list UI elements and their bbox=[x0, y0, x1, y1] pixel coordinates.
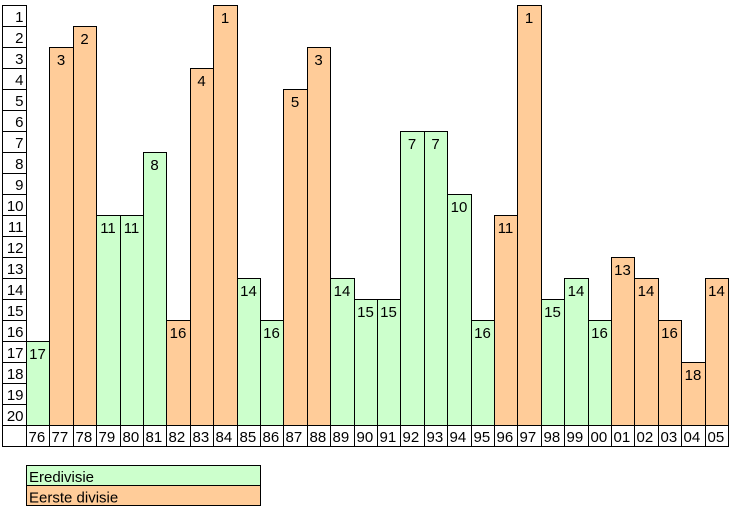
svg-text:Eredivisie: Eredivisie bbox=[29, 469, 94, 486]
svg-text:11: 11 bbox=[124, 220, 140, 237]
svg-text:01: 01 bbox=[614, 429, 631, 446]
svg-text:1: 1 bbox=[525, 10, 533, 27]
svg-text:5: 5 bbox=[291, 94, 299, 111]
svg-text:4: 4 bbox=[15, 72, 23, 89]
svg-text:94: 94 bbox=[450, 429, 467, 446]
svg-text:14: 14 bbox=[568, 283, 585, 300]
svg-text:11: 11 bbox=[498, 220, 514, 237]
svg-text:4: 4 bbox=[197, 73, 205, 90]
svg-text:14: 14 bbox=[638, 283, 655, 300]
svg-text:20: 20 bbox=[7, 408, 24, 425]
svg-text:7: 7 bbox=[431, 136, 439, 153]
svg-text:17: 17 bbox=[29, 346, 46, 363]
svg-text:14: 14 bbox=[7, 282, 24, 299]
svg-text:04: 04 bbox=[684, 429, 701, 446]
svg-text:15: 15 bbox=[380, 304, 397, 321]
svg-text:2: 2 bbox=[80, 31, 88, 48]
svg-text:9: 9 bbox=[15, 177, 23, 194]
svg-text:16: 16 bbox=[591, 325, 608, 342]
svg-text:77: 77 bbox=[52, 429, 69, 446]
svg-text:6: 6 bbox=[15, 114, 23, 131]
svg-text:90: 90 bbox=[357, 429, 374, 446]
svg-text:15: 15 bbox=[357, 304, 374, 321]
svg-text:16: 16 bbox=[263, 325, 280, 342]
svg-text:95: 95 bbox=[474, 429, 491, 446]
svg-text:11: 11 bbox=[8, 219, 24, 236]
svg-text:87: 87 bbox=[286, 429, 303, 446]
svg-text:93: 93 bbox=[427, 429, 444, 446]
svg-text:76: 76 bbox=[29, 429, 46, 446]
svg-text:12: 12 bbox=[7, 240, 24, 257]
svg-text:82: 82 bbox=[169, 429, 186, 446]
svg-text:2: 2 bbox=[15, 30, 23, 47]
svg-text:7: 7 bbox=[408, 136, 416, 153]
svg-text:00: 00 bbox=[591, 429, 608, 446]
svg-text:83: 83 bbox=[193, 429, 210, 446]
svg-text:10: 10 bbox=[451, 199, 468, 216]
svg-text:05: 05 bbox=[708, 429, 725, 446]
svg-text:85: 85 bbox=[240, 429, 257, 446]
svg-text:14: 14 bbox=[708, 283, 725, 300]
svg-text:14: 14 bbox=[334, 283, 351, 300]
svg-text:92: 92 bbox=[403, 429, 420, 446]
svg-text:5: 5 bbox=[15, 93, 23, 110]
svg-text:13: 13 bbox=[614, 262, 631, 279]
svg-text:88: 88 bbox=[310, 429, 327, 446]
svg-text:91: 91 bbox=[380, 429, 397, 446]
svg-text:96: 96 bbox=[497, 429, 514, 446]
svg-text:19: 19 bbox=[7, 387, 24, 404]
svg-text:81: 81 bbox=[146, 429, 163, 446]
svg-text:7: 7 bbox=[15, 135, 23, 152]
svg-text:78: 78 bbox=[76, 429, 93, 446]
svg-text:3: 3 bbox=[314, 52, 322, 69]
svg-text:15: 15 bbox=[544, 304, 561, 321]
svg-text:Eerste divisie: Eerste divisie bbox=[29, 490, 118, 507]
svg-text:18: 18 bbox=[7, 366, 24, 383]
svg-text:84: 84 bbox=[216, 429, 233, 446]
svg-text:16: 16 bbox=[7, 324, 24, 341]
svg-text:1: 1 bbox=[15, 9, 23, 26]
svg-text:16: 16 bbox=[474, 325, 491, 342]
svg-text:8: 8 bbox=[150, 157, 158, 174]
svg-text:03: 03 bbox=[661, 429, 678, 446]
svg-text:15: 15 bbox=[7, 303, 24, 320]
svg-text:18: 18 bbox=[685, 367, 702, 384]
svg-text:1: 1 bbox=[221, 10, 229, 27]
svg-text:86: 86 bbox=[263, 429, 280, 446]
svg-text:11: 11 bbox=[100, 220, 116, 237]
svg-text:99: 99 bbox=[567, 429, 584, 446]
svg-text:98: 98 bbox=[544, 429, 561, 446]
svg-text:17: 17 bbox=[7, 345, 24, 362]
svg-text:14: 14 bbox=[240, 283, 257, 300]
svg-text:89: 89 bbox=[333, 429, 350, 446]
svg-text:10: 10 bbox=[7, 198, 24, 215]
svg-text:16: 16 bbox=[170, 325, 187, 342]
svg-text:97: 97 bbox=[520, 429, 537, 446]
svg-text:8: 8 bbox=[15, 156, 23, 173]
svg-text:80: 80 bbox=[123, 429, 140, 446]
svg-text:02: 02 bbox=[637, 429, 654, 446]
svg-text:3: 3 bbox=[15, 51, 23, 68]
svg-text:79: 79 bbox=[99, 429, 116, 446]
svg-text:16: 16 bbox=[661, 325, 678, 342]
svg-text:13: 13 bbox=[7, 261, 24, 278]
svg-text:3: 3 bbox=[57, 52, 65, 69]
